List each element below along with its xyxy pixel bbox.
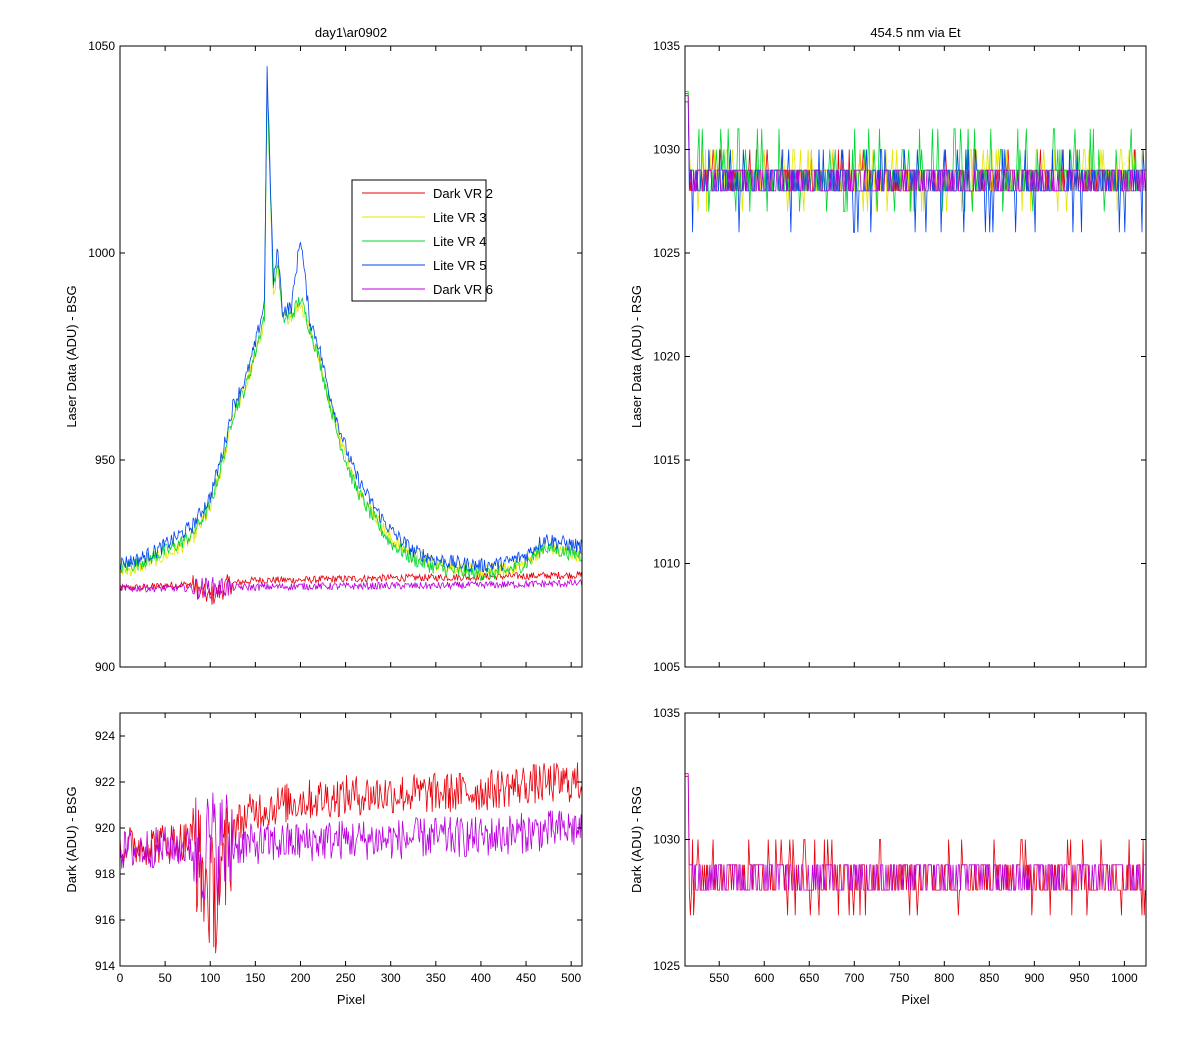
plot-area bbox=[685, 46, 1146, 667]
ticks-group: 550 600 650 700 750 800 850 900 950 1000 1025 1030 1… bbox=[653, 706, 1146, 985]
x-tick-label: 650 bbox=[799, 971, 819, 985]
y-tick-label: 1035 bbox=[653, 706, 680, 720]
x-tick-label: 1000 bbox=[1111, 971, 1138, 985]
x-tick-label: 500 bbox=[561, 971, 581, 985]
x-tick-label: 550 bbox=[709, 971, 729, 985]
panel-top-left: 900 950 1000 1050 day1\ar0902 Laser Data (A… bbox=[64, 25, 583, 674]
series-line-dark-vr-6 bbox=[685, 773, 1146, 891]
y-tick-label: 1010 bbox=[653, 557, 680, 571]
y-tick-label: 914 bbox=[95, 959, 115, 973]
legend-label: Lite VR 3 bbox=[433, 210, 486, 225]
x-tick-label: 600 bbox=[754, 971, 774, 985]
series-group bbox=[120, 66, 582, 605]
x-axis-label: Pixel bbox=[337, 992, 365, 1007]
panel-top-right: 1005 1010 1015 1020 1025 1030 1035 454.5 nm vi… bbox=[629, 25, 1147, 674]
y-tick-label: 916 bbox=[95, 913, 115, 927]
series-group bbox=[120, 762, 582, 954]
y-axis-label: Laser Data (ADU) - BSG bbox=[64, 285, 79, 427]
y-tick-label: 1035 bbox=[653, 39, 680, 53]
y-tick-label: 950 bbox=[95, 453, 115, 467]
axes-frame bbox=[684, 45, 1147, 668]
y-tick-label: 924 bbox=[95, 729, 115, 743]
axes-frame bbox=[684, 712, 1147, 967]
y-tick-label: 918 bbox=[95, 867, 115, 881]
panel-bottom-left: 0 50 100 150 200 250 300 350 400 450 500 914 916 918 9… bbox=[64, 712, 583, 1007]
x-tick-label: 100 bbox=[200, 971, 220, 985]
y-tick-label: 900 bbox=[95, 660, 115, 674]
y-tick-label: 1050 bbox=[88, 39, 115, 53]
x-tick-label: 300 bbox=[381, 971, 401, 985]
y-tick-label: 1015 bbox=[653, 453, 680, 467]
x-tick-label: 700 bbox=[844, 971, 864, 985]
x-tick-label: 850 bbox=[979, 971, 999, 985]
ticks-group: 900 950 1000 1050 bbox=[88, 39, 582, 674]
y-tick-label: 920 bbox=[95, 821, 115, 835]
ticks-group: 1005 1010 1015 1020 1025 1030 1035 bbox=[653, 39, 1146, 674]
y-tick-label: 1025 bbox=[653, 246, 680, 260]
y-tick-label: 1000 bbox=[88, 246, 115, 260]
y-tick-label: 1030 bbox=[653, 143, 680, 157]
y-axis-label: Dark (ADU) - BSG bbox=[64, 786, 79, 892]
panel-bottom-right: 550 600 650 700 750 800 850 900 950 1000 1025 1030 1… bbox=[629, 706, 1147, 1007]
x-tick-label: 800 bbox=[934, 971, 954, 985]
x-tick-label: 200 bbox=[290, 971, 310, 985]
series-line-dark-vr-6 bbox=[120, 792, 582, 906]
x-tick-label: 900 bbox=[1024, 971, 1044, 985]
legend-label: Dark VR 6 bbox=[433, 282, 493, 297]
chart-title: 454.5 nm via Et bbox=[870, 25, 961, 40]
ticks-group: 0 50 100 150 200 250 300 350 400 450 500 914 916 918 9… bbox=[95, 713, 582, 985]
y-axis-label: Dark (ADU) - RSG bbox=[629, 786, 644, 893]
x-tick-label: 350 bbox=[426, 971, 446, 985]
series-line-lite-vr-5 bbox=[120, 66, 582, 573]
y-tick-label: 1005 bbox=[653, 660, 680, 674]
x-axis-label: Pixel bbox=[901, 992, 929, 1007]
x-tick-label: 0 bbox=[117, 971, 124, 985]
legend-label: Lite VR 4 bbox=[433, 234, 486, 249]
series-line-dark-vr-2 bbox=[120, 762, 582, 954]
series-line-dark-vr-6 bbox=[685, 95, 1146, 192]
y-tick-label: 1030 bbox=[653, 833, 680, 847]
series-group bbox=[685, 91, 1146, 233]
series-group bbox=[685, 773, 1146, 916]
series-line-lite-vr-4 bbox=[120, 81, 582, 582]
legend: Dark VR 2 Lite VR 3 Lite VR 4 Lite VR 5 Dark… bbox=[351, 179, 493, 302]
x-tick-label: 750 bbox=[889, 971, 909, 985]
x-tick-label: 950 bbox=[1069, 971, 1089, 985]
chart-title: day1\ar0902 bbox=[315, 25, 387, 40]
legend-label: Lite VR 5 bbox=[433, 258, 486, 273]
x-tick-label: 450 bbox=[516, 971, 536, 985]
x-tick-label: 400 bbox=[471, 971, 491, 985]
axes-frame bbox=[119, 712, 583, 967]
y-tick-label: 1025 bbox=[653, 959, 680, 973]
series-line-dark-vr-6 bbox=[120, 577, 582, 600]
x-tick-label: 150 bbox=[245, 971, 265, 985]
plot-area bbox=[120, 46, 582, 667]
series-line-dark-vr-2 bbox=[120, 570, 582, 605]
y-tick-label: 1020 bbox=[653, 350, 680, 364]
plot-area bbox=[685, 713, 1146, 966]
x-tick-label: 50 bbox=[158, 971, 172, 985]
x-tick-label: 250 bbox=[336, 971, 356, 985]
series-line-dark-vr-2 bbox=[685, 775, 1146, 916]
axes-frame bbox=[119, 45, 583, 668]
y-axis-label: Laser Data (ADU) - RSG bbox=[629, 285, 644, 428]
legend-label: Dark VR 2 bbox=[433, 186, 493, 201]
y-tick-label: 922 bbox=[95, 775, 115, 789]
